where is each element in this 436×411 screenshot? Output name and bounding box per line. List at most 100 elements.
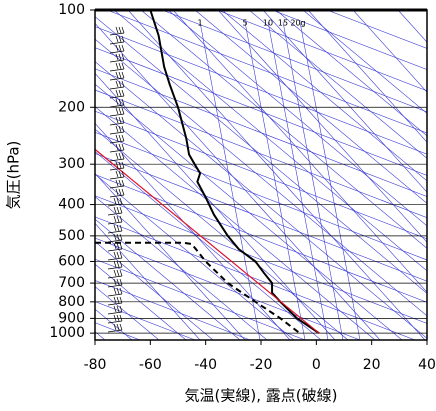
guide-line bbox=[95, 263, 187, 340]
barb-staff bbox=[107, 302, 123, 306]
barb-staff bbox=[109, 86, 125, 90]
y-tick-label: 600 bbox=[58, 253, 85, 269]
barb-staff bbox=[107, 293, 123, 297]
barb-flag bbox=[121, 152, 125, 160]
guide-line bbox=[248, 10, 427, 159]
barb-flag bbox=[116, 269, 120, 277]
guide-lines bbox=[95, 10, 427, 340]
y-tick-label: 400 bbox=[58, 197, 85, 213]
barb-flag bbox=[113, 224, 117, 232]
barb-flag bbox=[118, 116, 122, 124]
guide-line bbox=[95, 131, 427, 261]
barb-staff bbox=[109, 149, 125, 153]
barb-staff bbox=[107, 221, 123, 225]
barb-flag bbox=[115, 89, 119, 97]
guide-line bbox=[267, 21, 329, 340]
guide-line bbox=[95, 106, 376, 340]
barb-flag bbox=[115, 80, 119, 88]
barb-flag bbox=[121, 161, 125, 169]
guide-line bbox=[95, 22, 381, 340]
barb-flag bbox=[118, 125, 122, 133]
barb-flag bbox=[119, 287, 123, 295]
guide-line bbox=[244, 21, 306, 340]
y-tick-label: 100 bbox=[58, 2, 85, 18]
barb-flag bbox=[115, 35, 119, 43]
y-tick-label: 500 bbox=[58, 228, 85, 244]
mixing-ratio-label: 15 bbox=[278, 19, 288, 28]
x-tick-label: 40 bbox=[418, 357, 436, 373]
barb-staff bbox=[109, 131, 125, 135]
barb-flag bbox=[115, 188, 119, 196]
guide-line bbox=[95, 83, 403, 340]
barb-flag bbox=[115, 116, 119, 124]
barb-staff bbox=[109, 68, 125, 72]
guide-line bbox=[95, 153, 427, 282]
barb-flag bbox=[113, 323, 117, 331]
barb-flag bbox=[113, 305, 117, 313]
barb-flag bbox=[121, 107, 125, 115]
y-tick-label: 800 bbox=[58, 294, 85, 310]
x-tick-label: -40 bbox=[194, 357, 217, 373]
barb-flag bbox=[121, 71, 125, 79]
barb-flag bbox=[121, 44, 125, 52]
guide-line bbox=[127, 10, 426, 340]
plot-area bbox=[90, 9, 428, 345]
guide-line bbox=[95, 89, 427, 219]
barb-flag bbox=[115, 134, 119, 142]
guide-line bbox=[95, 173, 295, 340]
guide-line bbox=[95, 258, 306, 340]
profile-line bbox=[94, 148, 320, 334]
guide-line bbox=[95, 110, 427, 240]
barb-flag bbox=[115, 71, 119, 79]
guide-line bbox=[172, 10, 427, 293]
y-tick-label: 900 bbox=[58, 310, 85, 326]
barb-flag bbox=[116, 233, 120, 241]
guide-line bbox=[95, 122, 291, 340]
barb-flag bbox=[118, 53, 122, 61]
barb-flag bbox=[119, 215, 123, 223]
guide-line bbox=[95, 16, 427, 294]
guide-line bbox=[140, 10, 427, 249]
barb-staff bbox=[107, 248, 123, 252]
barb-staff bbox=[109, 50, 125, 54]
barb-flag bbox=[116, 215, 120, 223]
barb-flag bbox=[121, 179, 125, 187]
mixing-ratio-label: 10 bbox=[263, 19, 273, 28]
barb-staff bbox=[107, 212, 123, 216]
guide-line bbox=[95, 241, 214, 340]
x-tick-label: 0 bbox=[312, 357, 321, 373]
barb-flag bbox=[121, 170, 125, 178]
barb-flag bbox=[118, 170, 122, 178]
x-tick-label: -80 bbox=[84, 357, 107, 373]
barb-staff bbox=[109, 167, 125, 171]
barb-flag bbox=[119, 323, 123, 331]
guide-line bbox=[194, 10, 427, 204]
barb-staff bbox=[109, 185, 125, 189]
guide-line bbox=[95, 172, 246, 340]
guide-line bbox=[221, 10, 427, 182]
barb-flag bbox=[116, 242, 120, 250]
barb-flag bbox=[119, 224, 123, 232]
barb-staff bbox=[109, 122, 125, 126]
guide-line bbox=[95, 218, 241, 340]
barb-flag bbox=[119, 305, 123, 313]
x-tick-label: -20 bbox=[250, 357, 273, 373]
barb-flag bbox=[118, 80, 122, 88]
barb-flag bbox=[118, 44, 122, 52]
guide-line bbox=[95, 128, 349, 340]
barb-flag bbox=[116, 314, 120, 322]
barb-flag bbox=[113, 197, 117, 205]
wind-barbs bbox=[107, 26, 125, 333]
barb-flag bbox=[121, 98, 125, 106]
barb-flag bbox=[121, 134, 125, 142]
guide-line bbox=[302, 10, 427, 114]
barb-staff bbox=[109, 140, 125, 144]
guide-line bbox=[106, 10, 427, 134]
barb-staff bbox=[109, 194, 125, 198]
guide-line bbox=[167, 10, 427, 227]
guide-line bbox=[307, 10, 427, 143]
guide-line bbox=[95, 301, 196, 340]
barb-staff bbox=[109, 77, 125, 81]
guide-line bbox=[95, 195, 427, 324]
